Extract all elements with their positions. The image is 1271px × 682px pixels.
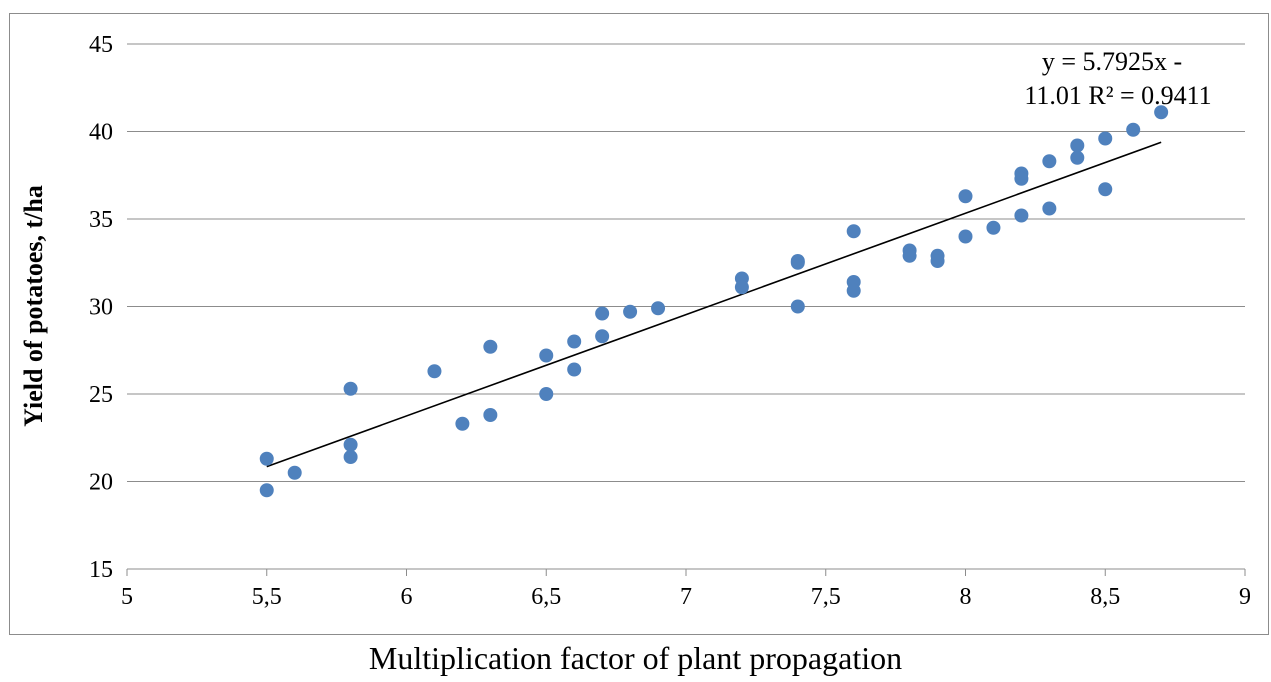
tick-labels: 15 20 25 30 35 40 45 5 5,5 6 6,5 7 7,5 8 8,5 9 [89,32,1251,610]
data-points [259,105,1169,498]
trendline-layer [266,141,1162,468]
data-point [567,334,582,349]
data-point [1098,131,1113,146]
data-point [539,348,554,363]
data-point [1070,150,1085,165]
chart-frame [9,13,1269,635]
data-point [343,381,358,396]
data-point [259,483,274,498]
y-tick-label: 35 [89,207,113,233]
trendline-equation-line1: y = 5.7925x - [1042,47,1182,76]
trendline-equation-line2: 11.01 R² = 0.9411 [1024,81,1211,110]
data-point [623,304,638,319]
data-point [539,387,554,401]
data-point [1014,171,1029,186]
data-point [455,416,470,431]
data-point [902,248,917,263]
x-tick-label: 5 [121,584,133,610]
data-point [567,362,582,377]
data-point [343,437,358,452]
data-point [1098,182,1113,197]
data-point [734,280,749,295]
data-point [595,306,610,321]
y-tick-label: 20 [89,470,113,496]
y-axis-title: Yield of potatoes, t/ha [19,185,48,427]
data-point [595,329,610,344]
data-point [1014,208,1029,223]
y-tick-label: 40 [89,120,113,146]
data-point [1154,105,1169,120]
y-tick-label: 45 [89,32,113,58]
data-point [958,189,973,204]
data-point [846,224,861,239]
y-tick-label: 25 [89,382,113,408]
data-point [483,339,498,354]
data-point [1126,122,1141,137]
gridlines [127,43,1245,482]
data-point [1070,138,1085,153]
data-point [846,283,861,298]
data-point [427,364,442,379]
y-tick-label: 30 [89,295,113,321]
data-point [790,255,805,270]
x-tick-label: 7,5 [811,584,841,610]
x-tick-label: 6,5 [531,584,561,610]
x-tick-label: 7 [680,584,692,610]
data-point [1042,201,1057,216]
data-point [930,254,945,268]
axes [126,568,1246,576]
linear-trendline [266,141,1162,468]
data-point [1042,154,1057,169]
data-point [958,229,973,244]
x-tick-label: 6 [401,584,413,610]
data-point [790,299,805,314]
x-tick-label: 9 [1239,584,1251,610]
x-tick-label: 8 [960,584,972,610]
data-point [287,465,302,480]
data-point [986,220,1001,235]
x-axis-title: Multiplication factor of plant propagati… [368,640,903,676]
y-tick-label: 15 [89,557,113,583]
x-tick-label: 8,5 [1090,584,1120,610]
data-point [343,450,358,464]
data-point [259,451,274,466]
data-point [651,301,666,316]
x-tick-label: 5,5 [252,584,282,610]
data-point [483,408,498,422]
